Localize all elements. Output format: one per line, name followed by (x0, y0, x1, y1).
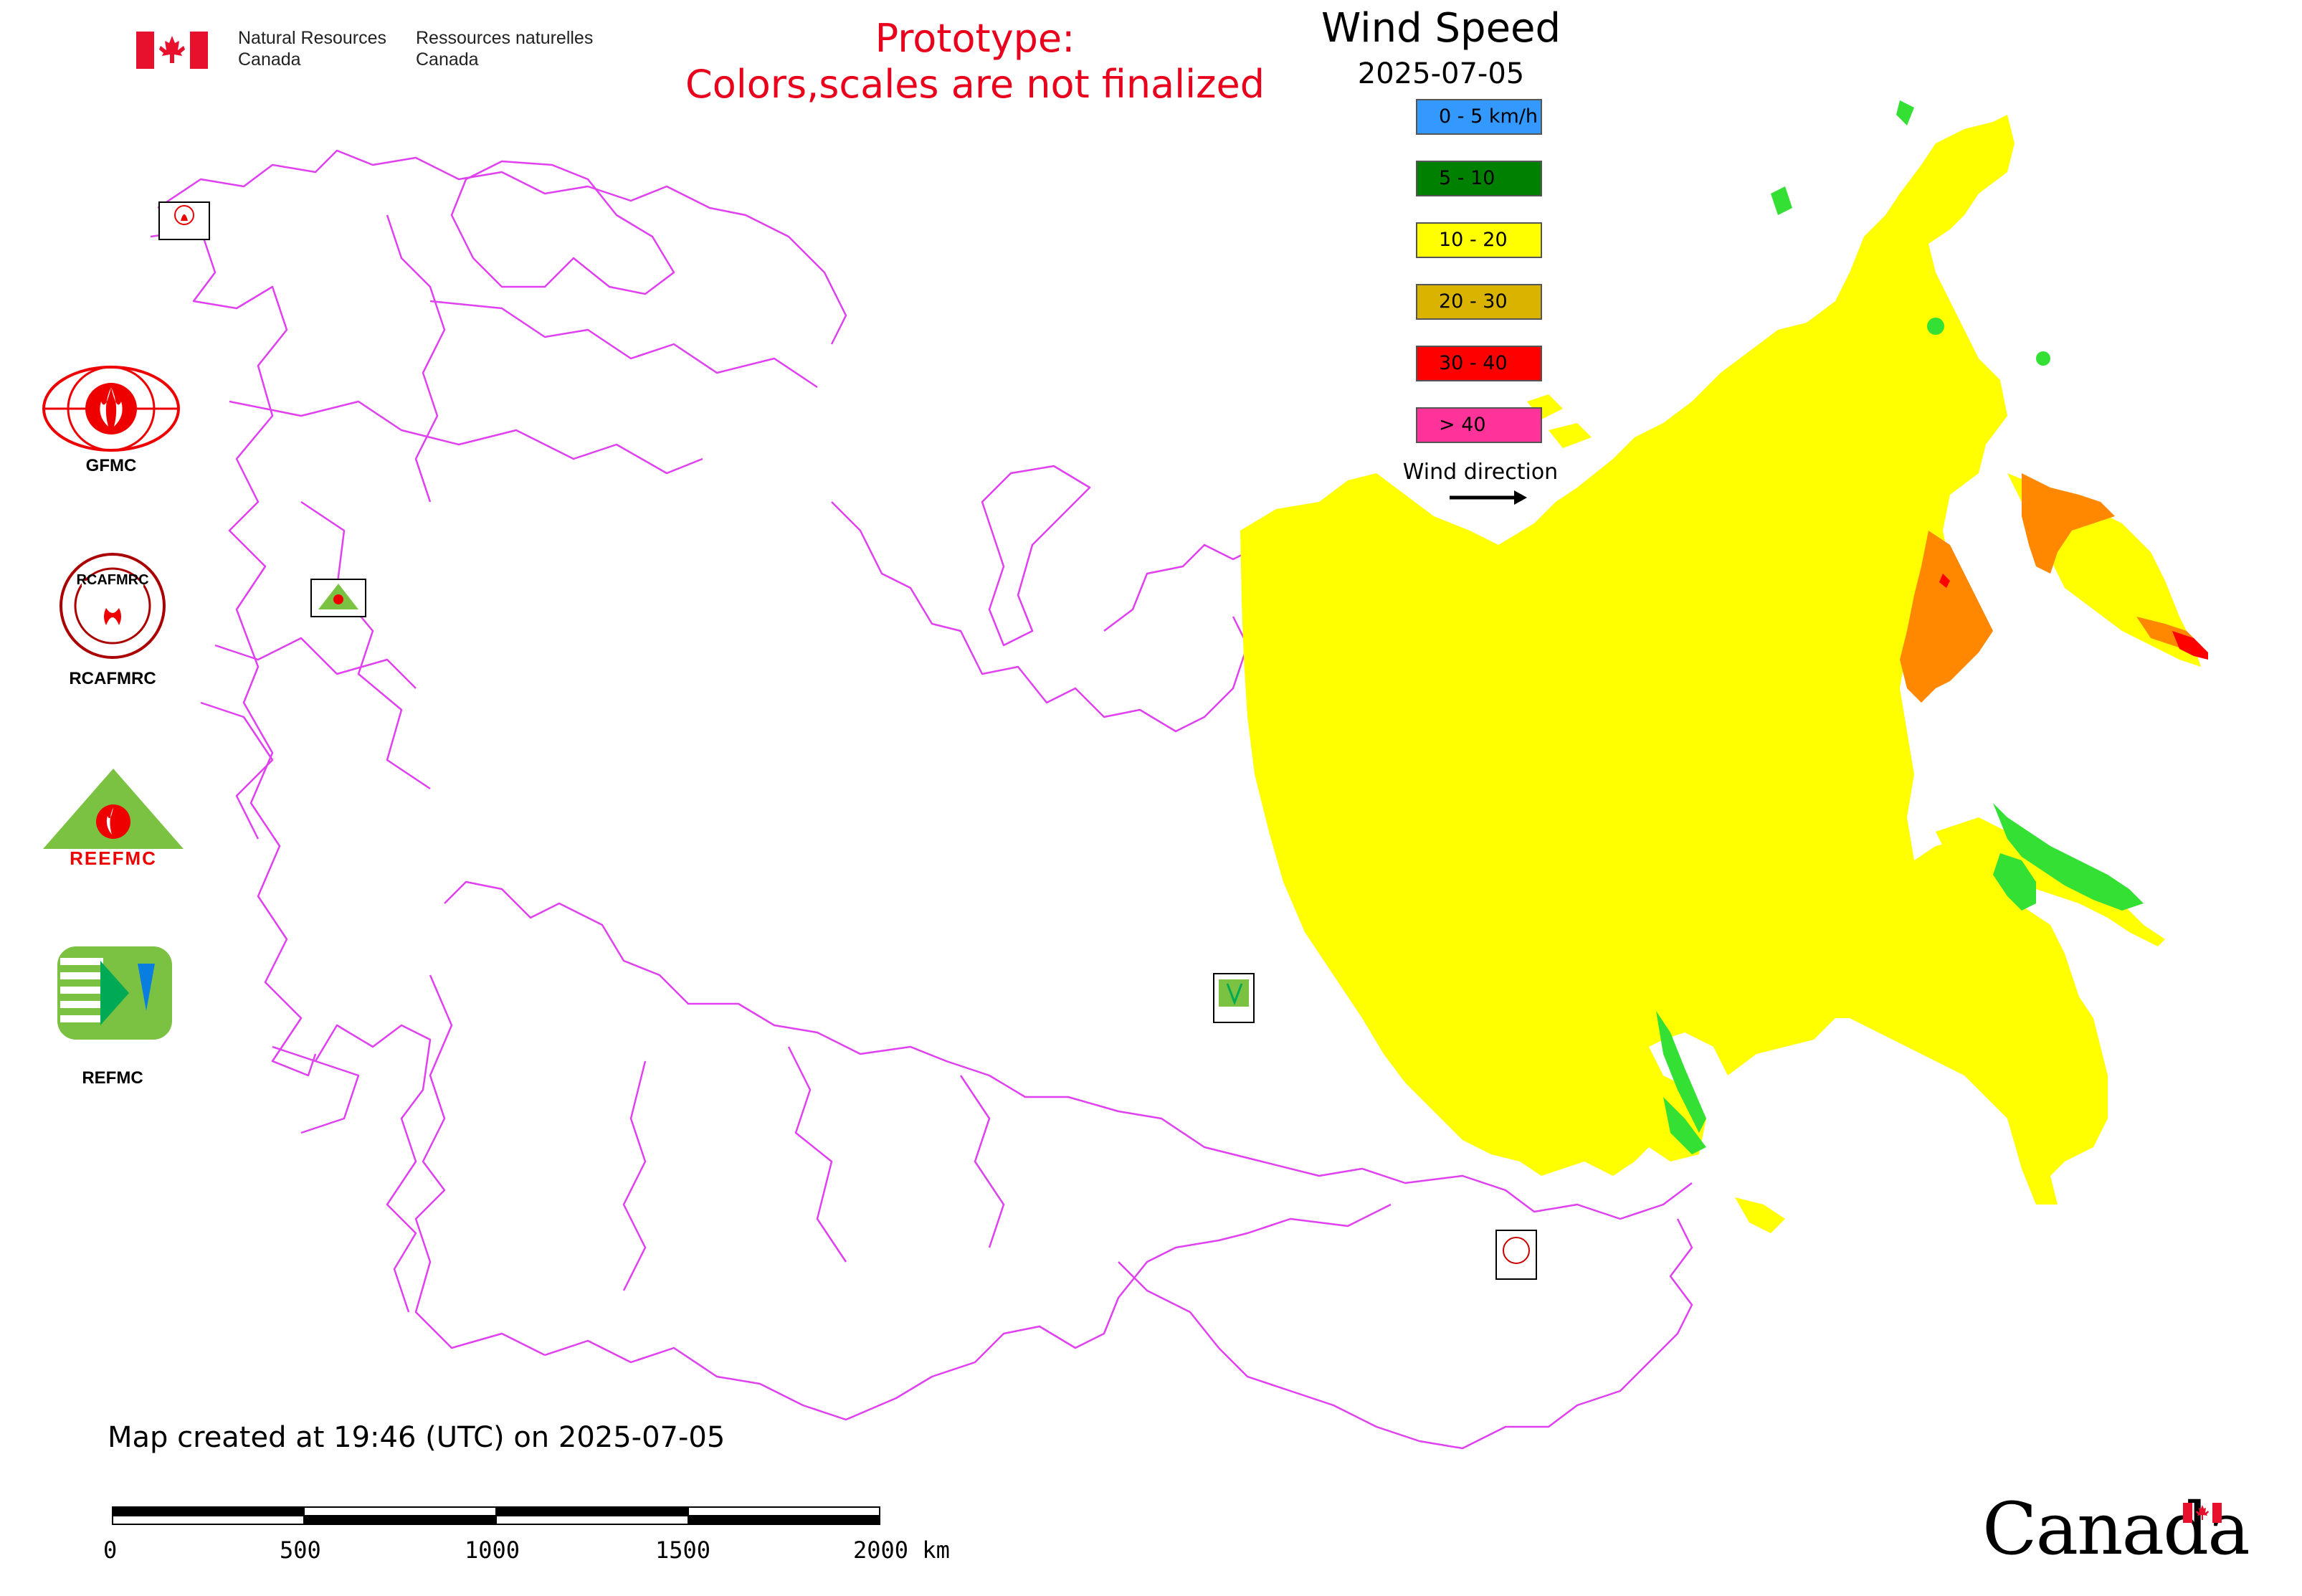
fill-5-10-small-3 (1927, 318, 1944, 335)
central-asia-west (414, 974, 546, 1357)
kazakhstan-border (444, 880, 1693, 1220)
scale-label-1000: 1000 (465, 1536, 520, 1564)
fill-30-40-spot (1939, 574, 1950, 588)
dept-fr-line2: Canada (416, 49, 479, 70)
canada-wordmark: Canada (1982, 1487, 2250, 1571)
island-1 (1735, 1197, 1785, 1233)
internal-border-5 (200, 701, 274, 840)
dept-en-line2: Canada (238, 49, 301, 70)
central-asia-south (544, 1203, 1392, 1421)
caspian-outline (314, 1024, 432, 1313)
department-name-en: Natural Resources Canada (238, 27, 386, 70)
prototype-line2: Colors,scales are not finalized (685, 62, 1265, 107)
internal-border-7 (787, 1046, 847, 1263)
internal-border-3 (300, 500, 431, 790)
fill-30-40-tip (2172, 631, 2208, 660)
fill-5-10-small-4 (2036, 351, 2050, 366)
rcafmrc-label: RCAFMRC (69, 669, 156, 688)
dept-en-line1: Natural Resources (238, 28, 387, 48)
map-marker-refmc (1213, 973, 1255, 1023)
wind-direction-arrow (1450, 490, 1527, 505)
scale-label-0: 0 (103, 1536, 118, 1564)
canada-flag-icon (136, 32, 208, 69)
department-name-fr: Ressources naturelles Canada (416, 27, 593, 70)
prototype-line1: Prototype: (875, 16, 1075, 61)
refmc-logo-icon (57, 946, 172, 1040)
fill-5-10-small-2 (1663, 1097, 1706, 1154)
legend-item-5-10: 5 - 10 (1416, 161, 1542, 196)
island-2 (1549, 423, 1592, 448)
fill-10-20-coast (1936, 817, 2165, 946)
legend-item-over-40: > 40 (1416, 407, 1542, 443)
map-marker-rcafmrc (1495, 1230, 1537, 1280)
island-3 (1527, 394, 1563, 419)
legend-item-10-20: 10 - 20 (1416, 222, 1542, 258)
fill-5-10-small-1 (1656, 1011, 1706, 1133)
fill-10-20-main (1240, 115, 2108, 1205)
region-borders (150, 149, 1693, 1450)
map-marker-gfmc (158, 201, 210, 240)
fill-5-10-small-5 (1771, 186, 1792, 215)
canada-wordmark-flag-icon (2183, 1503, 2222, 1523)
refmc-label: REFMC (82, 1068, 143, 1088)
reefmc-logo-text: REEFMC (70, 847, 157, 869)
internal-border-6 (622, 1060, 647, 1291)
wind-fill-layer (1240, 100, 2208, 1233)
fill-5-10-small-6 (1896, 100, 1914, 125)
internal-border-2 (229, 400, 703, 475)
novaya-zemlya (981, 465, 1091, 647)
legend-item-30-40: 30 - 40 (1416, 346, 1542, 381)
fill-20-30-west (1900, 531, 1993, 703)
northwest-coast (157, 149, 847, 345)
map-date: 2025-07-05 (1357, 57, 1525, 90)
prototype-notice: Prototype: Colors,scales are not finaliz… (631, 16, 1319, 108)
reefmc-logo-icon (43, 769, 184, 849)
gfmc-logo-icon (42, 366, 180, 452)
rcafmrc-logo-text: RCAFMRC (76, 572, 149, 588)
scale-label-2000-km: 2000 km (853, 1536, 950, 1564)
map-title: Wind Speed (1321, 5, 1561, 52)
legend-item-0-5: 0 - 5 km/h (1416, 99, 1542, 135)
fill-5-10-amur (1993, 853, 2036, 911)
internal-border-4 (214, 637, 417, 689)
taymyr-coast (1103, 543, 1262, 632)
legend-item-20-30: 20 - 30 (1416, 284, 1542, 320)
fill-5-10-sakhalin (1993, 803, 2144, 911)
gfmc-label: GFMC (85, 456, 137, 475)
caucasus (272, 1045, 360, 1134)
western-region-outline (150, 228, 317, 1077)
internal-border-8 (959, 1075, 1005, 1248)
scale-label-1500: 1500 (655, 1536, 711, 1564)
rcafmrc-logo-icon (60, 553, 166, 659)
kola-outline (450, 160, 675, 295)
map-created-timestamp: Map created at 19:46 (UTC) on 2025-07-05 (108, 1421, 726, 1454)
mongolia-border (1118, 1218, 1693, 1450)
wind-direction-label: Wind direction (1402, 460, 1559, 485)
scale-label-500: 500 (280, 1536, 321, 1564)
map-marker-reefmc (310, 579, 366, 617)
internal-border-1 (429, 300, 818, 389)
yamal-coast (831, 501, 1249, 733)
scandinavia-inner (386, 214, 446, 503)
fill-20-30-east (2022, 473, 2115, 574)
scale-bar (112, 1506, 880, 1525)
dept-fr-line1: Ressources naturelles (416, 28, 594, 48)
